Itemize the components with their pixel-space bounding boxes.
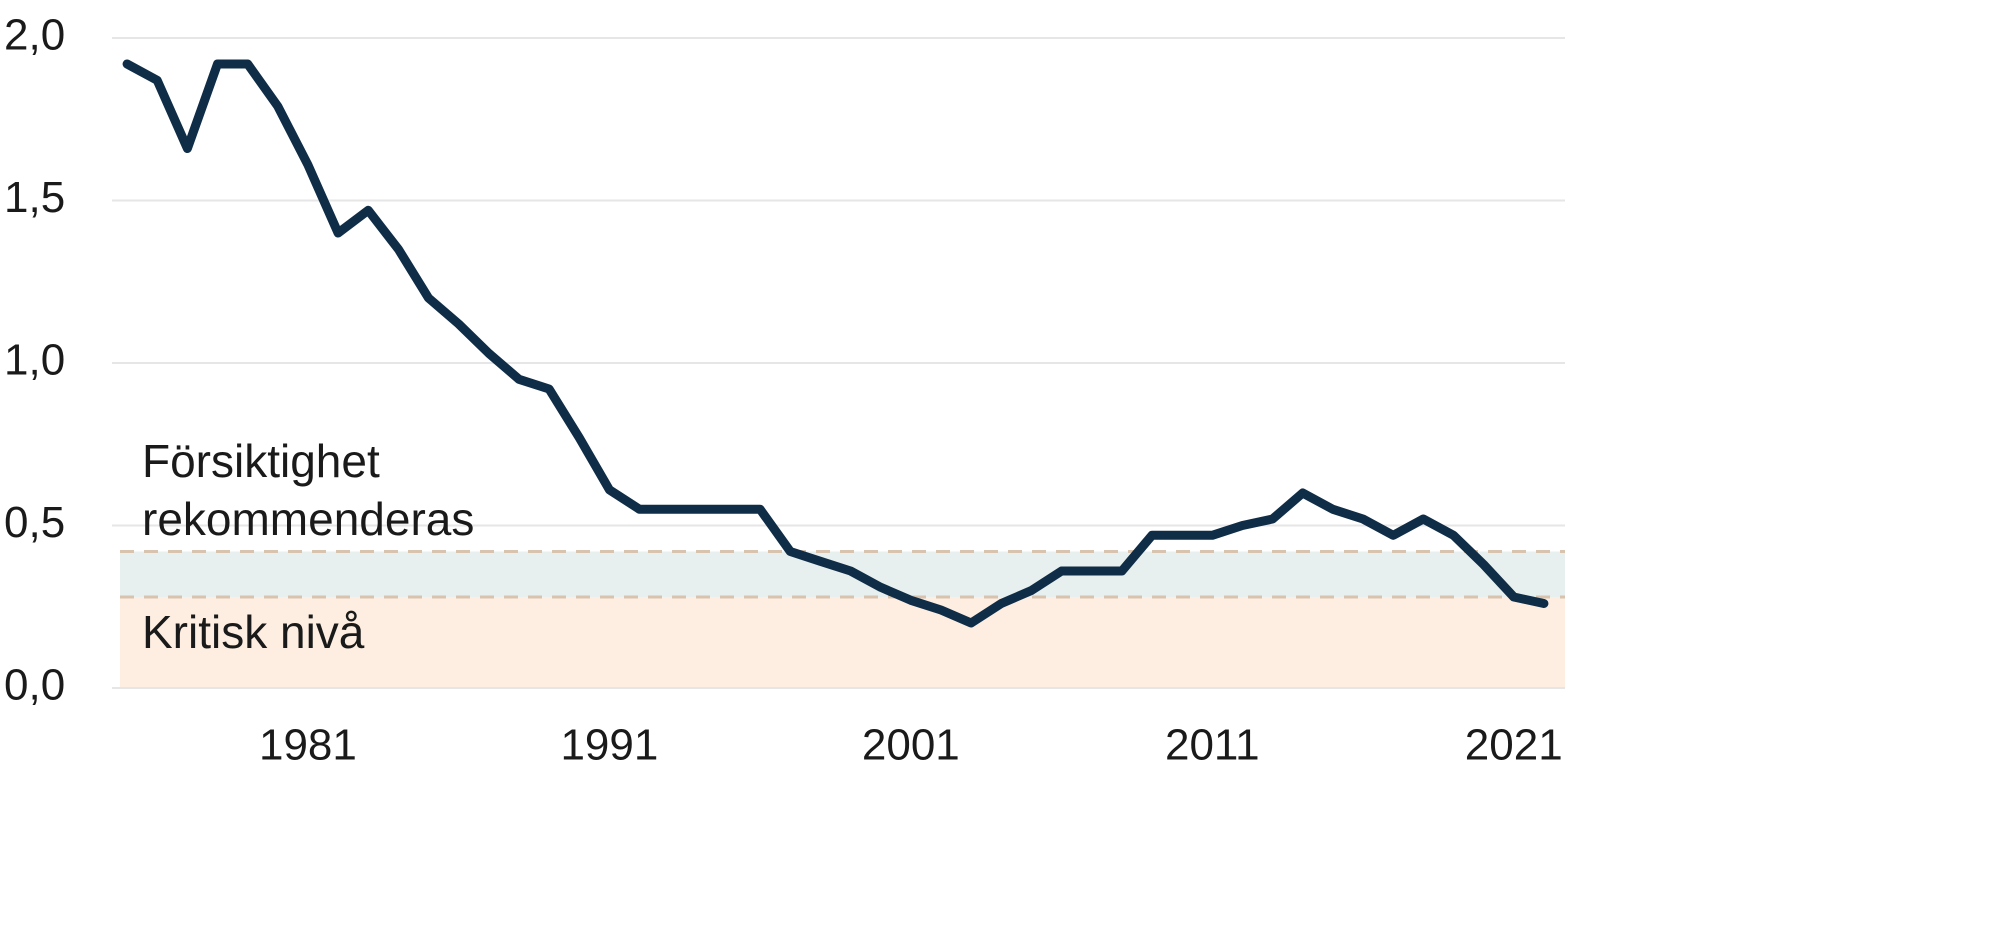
y-tick-label: 1,0	[4, 336, 65, 385]
band-label: Kritisk nivå	[142, 606, 365, 658]
x-tick-label: 1991	[560, 721, 658, 770]
band-label-line: rekommenderas	[142, 493, 474, 545]
x-tick-label: 2021	[1465, 721, 1563, 770]
band	[120, 597, 1565, 688]
y-tick-label: 2,0	[4, 11, 65, 60]
x-tick-label: 2011	[1165, 721, 1260, 770]
data-line	[122, 59, 1549, 628]
y-tick-label: 0,5	[4, 498, 65, 547]
y-tick-label: 1,5	[4, 173, 65, 222]
x-tick-label: 2001	[862, 721, 960, 770]
band-label-line: Försiktighet	[142, 435, 380, 487]
x-tick-label: 1981	[259, 721, 357, 770]
band-label: Försiktighet rekommenderas	[142, 435, 474, 545]
band	[120, 551, 1565, 597]
y-tick-label: 0,0	[4, 661, 65, 710]
